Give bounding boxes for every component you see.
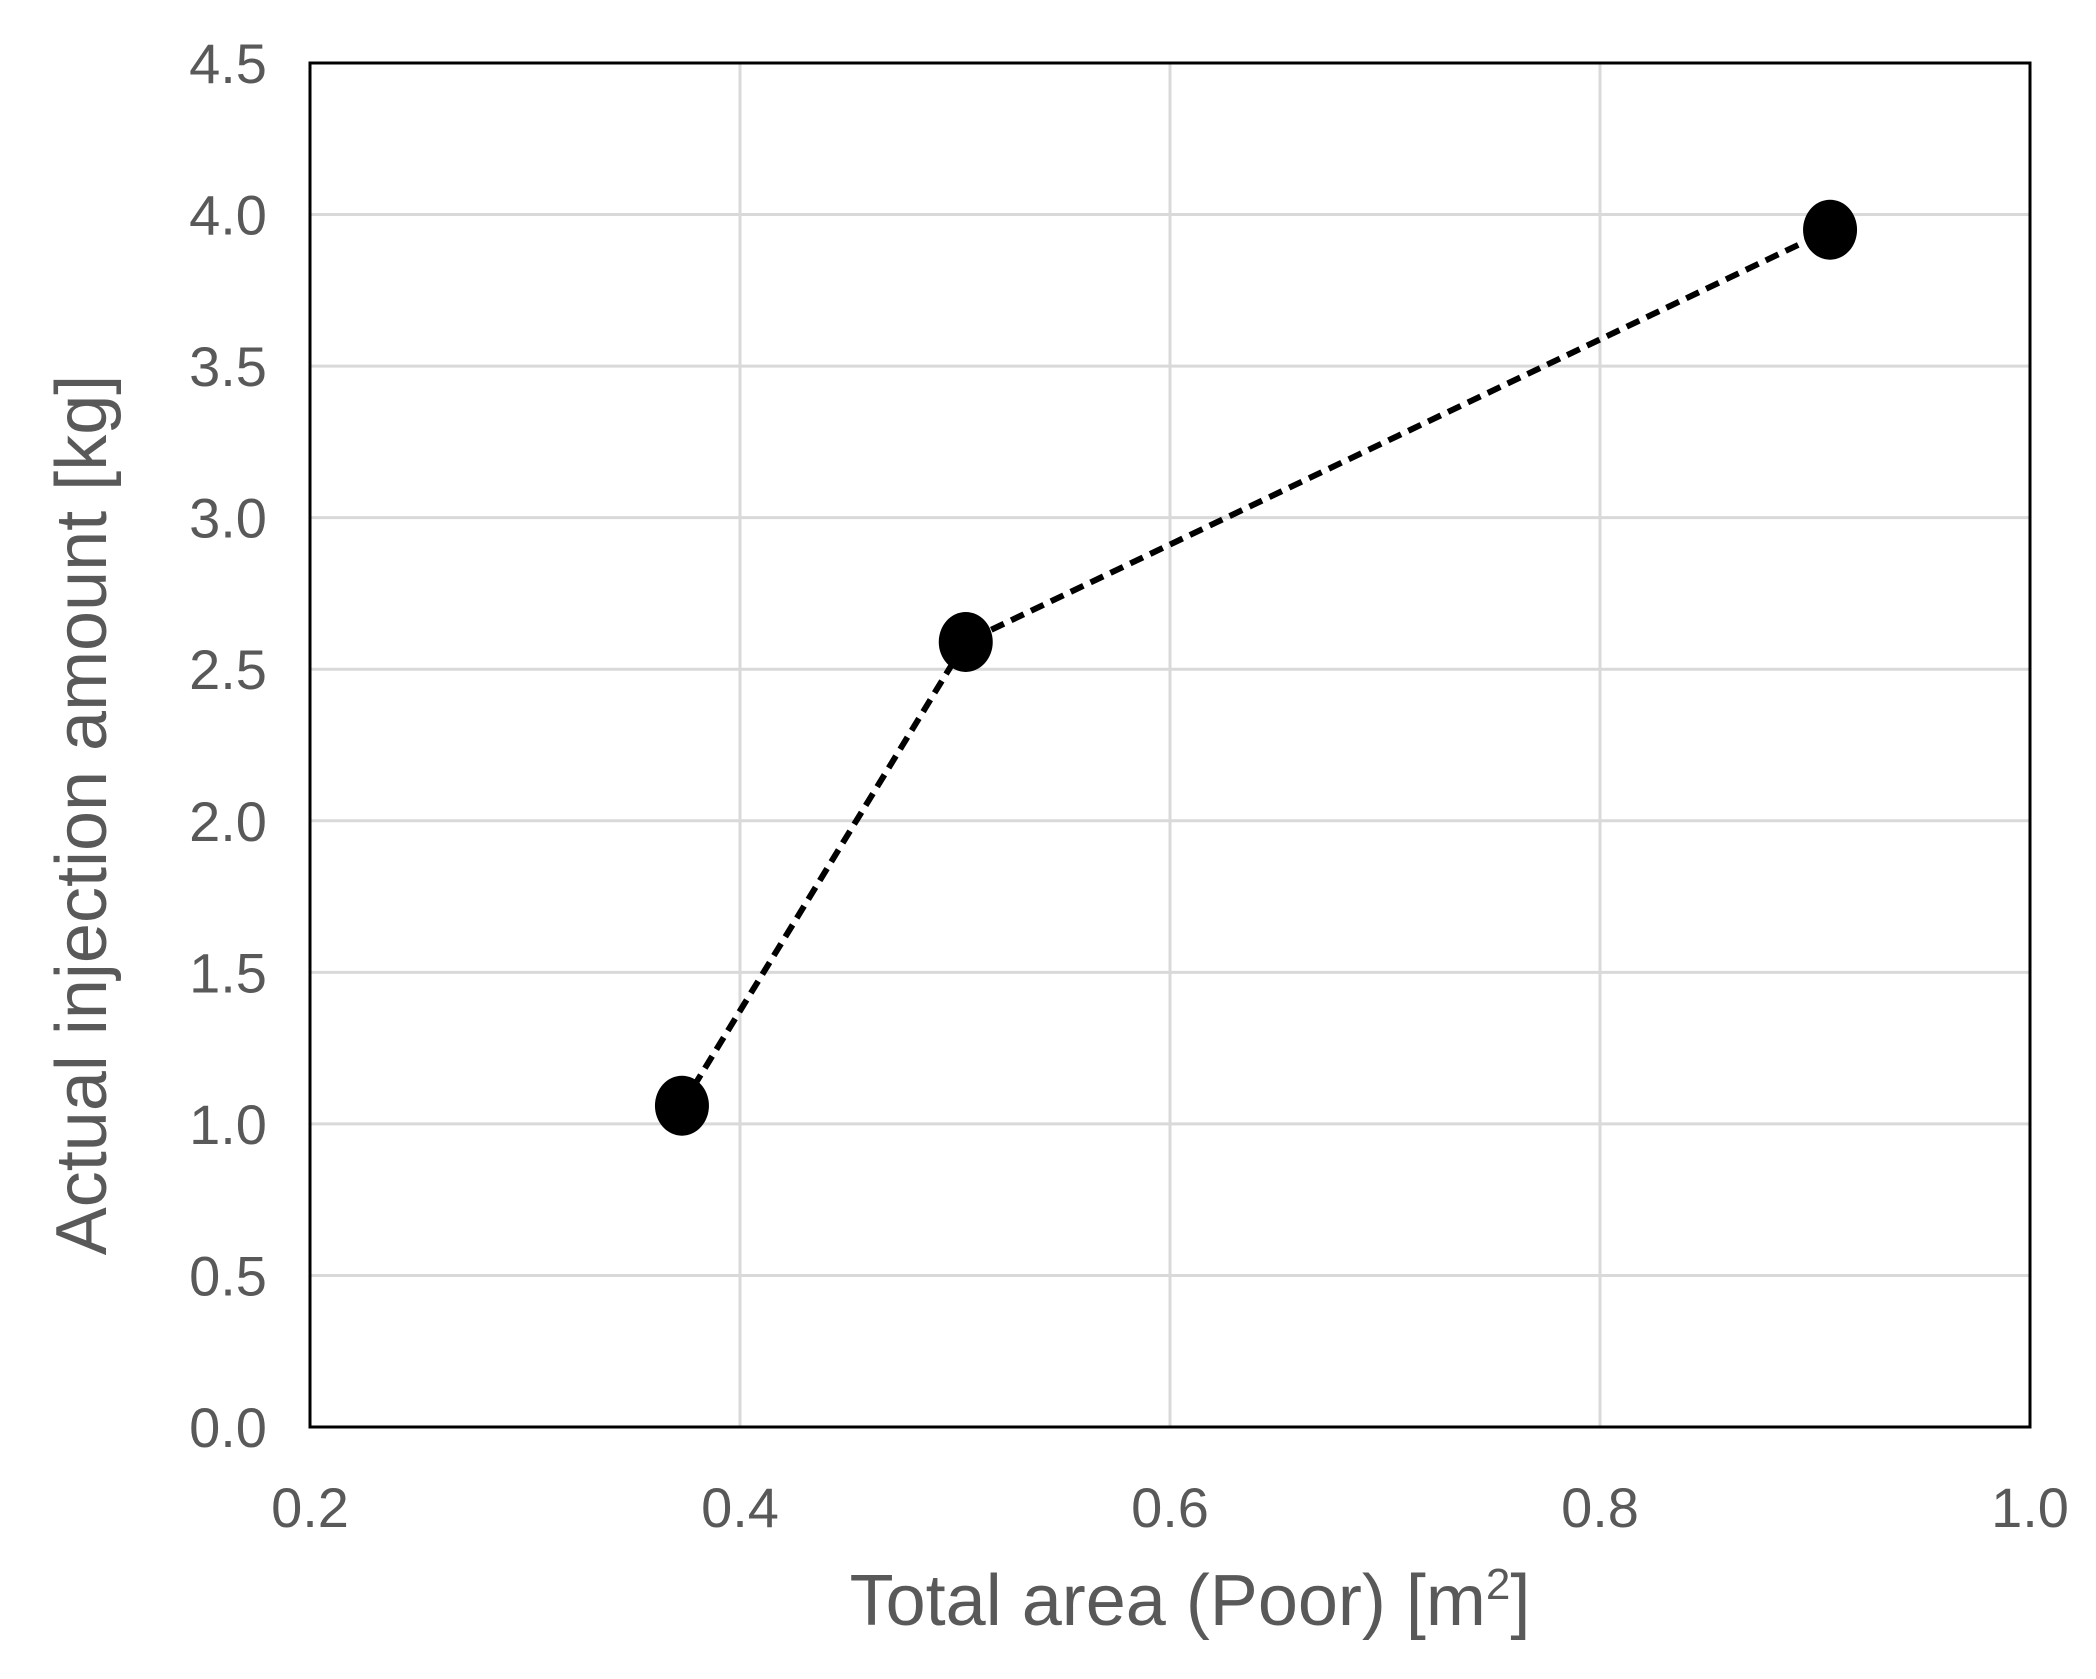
x-tick-label: 1.0 [1991,1476,2069,1539]
x-tick-label: 0.2 [271,1476,349,1539]
x-tick-label: 0.6 [1131,1476,1209,1539]
x-tick-labels: 0.2 0.4 0.6 0.8 1.0 [271,1476,2069,1539]
series-layer [654,199,1858,1136]
x-axis-title-superscript: 2 [1486,1560,1510,1609]
y-tick-label: 2.0 [189,790,267,853]
x-tick-label: 0.8 [1561,1476,1639,1539]
y-tick-label: 4.0 [189,184,267,247]
y-tick-label: 4.5 [189,32,267,95]
y-tick-labels: 0.0 0.5 1.0 1.5 2.0 2.5 3.0 3.5 4.0 4.5 [189,32,267,1459]
x-axis-title: Total area (Poor) [m2] [850,1560,1531,1641]
y-tick-label: 3.5 [189,335,267,398]
data-point [654,1075,709,1136]
series-line [679,227,1832,1108]
y-tick-label: 0.5 [189,1244,267,1307]
y-axis-title: Actual injection amount [kg] [42,375,122,1256]
plot-frame [308,61,2032,1429]
x-tick-label: 0.4 [701,1476,779,1539]
x-axis-title-main: Total area (Poor) [m [850,1561,1486,1641]
y-tick-label: 3.0 [189,487,267,550]
y-tick-label: 0.0 [189,1396,267,1459]
grid [308,61,2032,1429]
y-tick-label: 2.5 [189,638,267,701]
y-tick-label: 1.0 [189,1093,267,1156]
x-axis-title-end: ] [1510,1561,1530,1641]
y-tick-label: 1.5 [189,941,267,1004]
data-point [938,611,993,672]
data-point [1803,199,1858,260]
